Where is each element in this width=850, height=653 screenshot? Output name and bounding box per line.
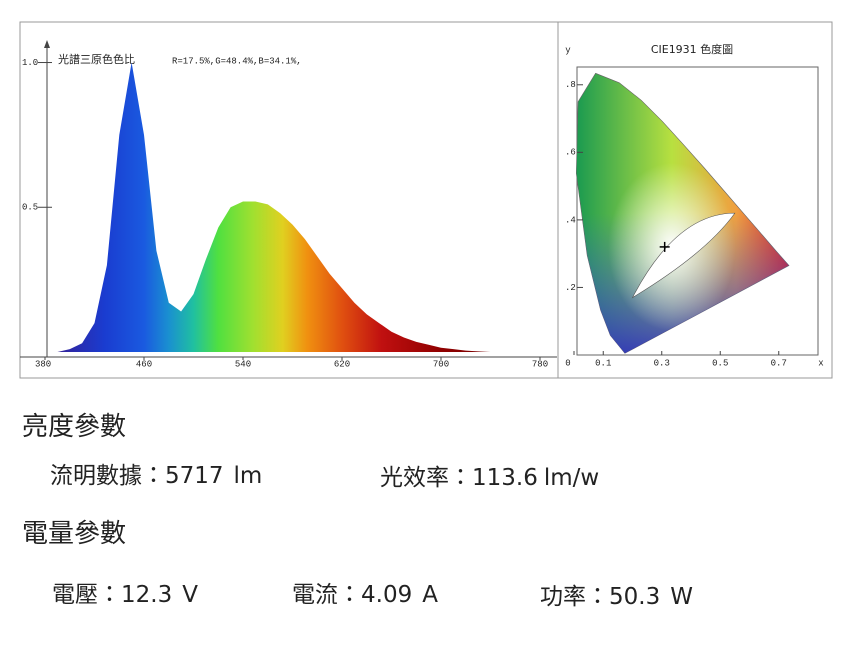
chart-title: 光譜三原色色比 [58, 52, 135, 66]
section-title: 電量參數 [22, 519, 127, 549]
metric-label: 功率： [540, 584, 609, 610]
metric: 電壓：12.3 V [52, 575, 198, 609]
y-tick-label: 1.0 [22, 58, 38, 68]
frame [19, 21, 833, 379]
metric-unit: V [182, 582, 198, 608]
y-tick-label: .8 [565, 80, 576, 90]
metric-label: 電壓： [52, 582, 121, 608]
y-axis-label: y [565, 45, 571, 55]
y-tick-label: .4 [565, 215, 576, 225]
x-tick-label: 0.3 [654, 358, 670, 368]
y-tick-label: 0.5 [22, 203, 38, 213]
chart-subtitle: R=17.5%,G=48.4%,B=34.1%, [172, 56, 302, 66]
metric-value: 5717 [165, 463, 224, 489]
metric-value: 50.3 [609, 584, 661, 610]
x-tick-label: 620 [334, 359, 350, 369]
metric-label: 光效率： [380, 465, 472, 491]
metric-value: 4.09 [361, 582, 413, 608]
x-tick-label: 0.5 [712, 358, 728, 368]
cie-title: CIE1931 色度圖 [651, 42, 733, 56]
metric-value: 113.6 [472, 465, 538, 491]
section-title: 亮度參數 [22, 412, 127, 442]
x-tick-label: 540 [235, 359, 251, 369]
chromaticity-point [659, 241, 670, 252]
metric-unit: lm/w [543, 465, 600, 491]
x-axis-label: x [818, 358, 823, 368]
metric: 光效率：113.6 lm/w [380, 458, 599, 492]
y-tick-label: .6 [565, 148, 576, 158]
planckian-region [631, 212, 736, 299]
metric: 電流：4.09 A [292, 575, 438, 609]
spectrum-area [45, 62, 540, 352]
y-tick-label: .2 [565, 283, 576, 293]
charts: 光譜三原色色比 R=17.5%,G=48.4%,B=34.1%, CIE1931… [19, 21, 833, 379]
metric-value: 12.3 [121, 582, 173, 608]
cie-locus [576, 73, 789, 354]
x-tick-label: 460 [136, 359, 152, 369]
x-tick-label: 780 [532, 359, 548, 369]
metric: 功率：50.3 W [540, 577, 693, 611]
axis-arrow [44, 40, 50, 48]
x-tick-label: 380 [35, 359, 51, 369]
metric-unit: lm [233, 463, 263, 489]
metric-label: 流明數據： [50, 463, 165, 489]
cie-frame [576, 66, 819, 356]
x-tick-label: 0.1 [595, 358, 611, 368]
metric-label: 電流： [292, 582, 361, 608]
x-tick-label: 0 [565, 358, 570, 368]
x-tick-label: 0.7 [771, 358, 787, 368]
x-tick-label: 700 [433, 359, 449, 369]
metric-unit: W [670, 584, 693, 610]
metric-unit: A [422, 582, 438, 608]
metric: 流明數據：5717 lm [50, 456, 262, 490]
